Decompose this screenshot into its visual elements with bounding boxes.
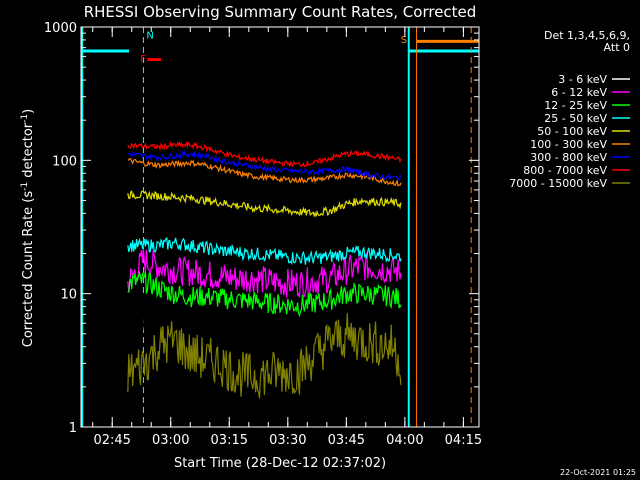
y-tick-label: 10 [60, 288, 77, 303]
night-marker-label: N [146, 30, 153, 41]
x-tick-label: 03:45 [328, 433, 365, 448]
y-tick-label: 1 [69, 421, 77, 436]
legend-label: 7000 - 15000 keV [509, 177, 607, 190]
x-tick-label: 04:00 [386, 433, 423, 448]
x-tick-label: 03:00 [152, 433, 189, 448]
legend-label: 800 - 7000 keV [523, 164, 607, 177]
x-tick-label: 02:45 [93, 433, 130, 448]
x-tick-label: 04:15 [445, 433, 482, 448]
series-line-4 [127, 236, 402, 266]
legend-label: 3 - 6 keV [558, 73, 607, 86]
timestamp: 22-Oct-2021 01:25 [560, 468, 636, 477]
axes-layer: 1 10 100 1000 02:45 03:00 03:15 03:30 03:45 04:00… [44, 21, 482, 448]
x-tick-label: 03:30 [269, 433, 306, 448]
legend-label: 50 - 100 keV [537, 125, 607, 138]
series-line-5 [127, 190, 402, 218]
series-line-7 [127, 150, 402, 182]
y-axis-label: Corrected Count Rate (s-1 detector-1) [20, 109, 36, 347]
chart-title: RHESSI Observing Summary Count Rates, Co… [84, 3, 477, 21]
flare-marker-label: F [140, 54, 146, 65]
legend-header: Det 1,3,4,5,6,9, [544, 29, 630, 42]
y-tick-label: 100 [52, 154, 77, 169]
series-line-3 [127, 270, 402, 318]
legend-label: 6 - 12 keV [551, 86, 607, 99]
legend-label: 100 - 300 keV [530, 138, 607, 151]
series-line-8 [127, 140, 402, 168]
saa-marker-label: S [401, 35, 407, 46]
legend-label: 300 - 800 keV [530, 151, 607, 164]
x-tick-label: 03:15 [211, 433, 248, 448]
legend-header-attenuator: Att 0 [604, 41, 630, 54]
series-line-6 [127, 158, 402, 187]
plot-frame [80, 26, 480, 428]
series-line-9 [127, 313, 402, 399]
legend-label: 25 - 50 keV [544, 112, 607, 125]
x-axis-label: Start Time (28-Dec-12 02:37:02) [174, 456, 386, 471]
series-layer [127, 140, 402, 422]
series-line-2 [127, 248, 402, 298]
legend-label: 12 - 25 keV [544, 99, 607, 112]
y-tick-label: 1000 [44, 21, 77, 36]
